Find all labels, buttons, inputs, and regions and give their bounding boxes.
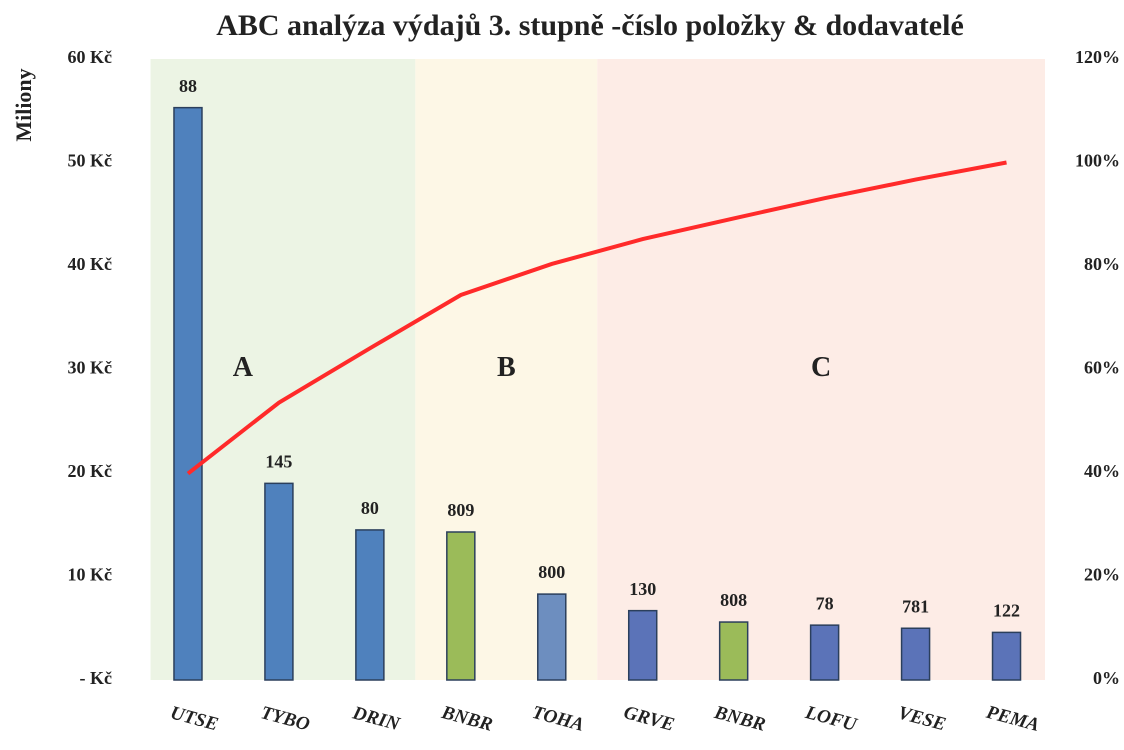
region-label: C bbox=[811, 352, 831, 383]
y-tick-label: 10 Kč bbox=[68, 565, 113, 585]
bar bbox=[537, 593, 567, 681]
cumulative-line bbox=[186, 160, 1007, 476]
y-tick-label: 50 Kč bbox=[68, 151, 113, 171]
bar-label: 130 bbox=[629, 579, 656, 599]
y2-tick-label: 0% bbox=[1093, 668, 1120, 688]
x-tick-label: BNBR bbox=[438, 702, 494, 736]
bar-label: 809 bbox=[447, 500, 474, 520]
chart-title: ABC analýza výdajů 3. stupně -číslo polo… bbox=[216, 9, 964, 42]
bar bbox=[264, 482, 294, 681]
y-tick-label: - Kč bbox=[80, 668, 112, 688]
bar-label: 800 bbox=[538, 562, 565, 582]
y-tick-label: 30 Kč bbox=[68, 358, 113, 378]
bar bbox=[900, 627, 931, 681]
x-tick-label: LOFU bbox=[802, 702, 860, 736]
x-tick-label: TYBO bbox=[259, 702, 313, 735]
bar bbox=[446, 531, 476, 681]
region bbox=[597, 59, 1045, 680]
y-tick-label: 60 Kč bbox=[68, 47, 113, 67]
bar bbox=[627, 609, 658, 681]
bar-label: 781 bbox=[902, 596, 929, 616]
x-tick-label: PEMA bbox=[983, 702, 1041, 736]
x-tick-label: BNBR bbox=[711, 702, 767, 736]
y2-tick-label: 20% bbox=[1084, 565, 1120, 585]
x-tick-label: GRVE bbox=[621, 702, 676, 736]
y2-tick-label: 100% bbox=[1075, 151, 1120, 171]
x-tick-label: TOHA bbox=[530, 702, 586, 736]
bar-label: 808 bbox=[720, 590, 747, 610]
region bbox=[415, 59, 598, 680]
region-label: B bbox=[497, 352, 516, 383]
y-tick-label: 40 Kč bbox=[68, 254, 113, 274]
bar-label: 122 bbox=[993, 601, 1020, 621]
x-tick-label: DRIN bbox=[350, 702, 404, 735]
bar bbox=[991, 631, 1022, 681]
bar-label: 80 bbox=[361, 498, 379, 518]
y2-tick-label: 60% bbox=[1084, 358, 1120, 378]
y2-tick-label: 80% bbox=[1084, 254, 1120, 274]
x-tick-label: UTSE bbox=[168, 702, 220, 735]
bar-label: 78 bbox=[816, 593, 834, 613]
bar bbox=[718, 621, 749, 681]
bar bbox=[355, 529, 385, 681]
x-tick-label: VESE bbox=[896, 702, 948, 735]
y-tick-label: 20 Kč bbox=[68, 461, 113, 481]
y-axis-label: Miliony bbox=[11, 68, 36, 141]
region-label: A bbox=[233, 352, 254, 383]
y2-tick-label: 40% bbox=[1084, 461, 1120, 481]
bar-label: 145 bbox=[265, 451, 292, 471]
bar bbox=[173, 106, 203, 681]
bar-label: 88 bbox=[179, 76, 197, 96]
y2-tick-label: 120% bbox=[1075, 47, 1120, 67]
bar bbox=[809, 624, 840, 681]
